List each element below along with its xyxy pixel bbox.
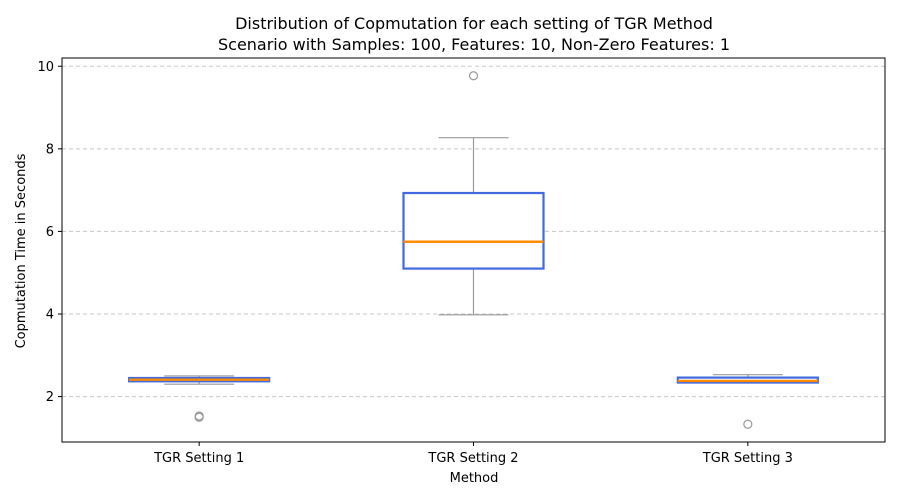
y-tick-label: 2 — [46, 390, 54, 405]
box-plot-2 — [402, 71, 545, 316]
x-axis-ticks: TGR Setting 1 TGR Setting 2 TGR Setting 3 — [153, 442, 793, 466]
y-axis-ticks: 2 4 6 8 10 — [37, 60, 62, 405]
y-tick-label: 8 — [46, 142, 54, 157]
y-tick-label: 6 — [46, 225, 54, 240]
y-tick-label: 10 — [37, 60, 54, 75]
box-plots — [128, 71, 819, 429]
x-tick-label: TGR Setting 1 — [153, 451, 244, 466]
y-axis-label: Copmutation Time in Seconds — [14, 153, 29, 348]
box-plot-3 — [676, 374, 819, 429]
x-tick-label: TGR Setting 3 — [702, 451, 793, 466]
x-tick-label: TGR Setting 2 — [427, 451, 518, 466]
box-plot-1 — [128, 375, 271, 422]
y-tick-label: 4 — [46, 308, 54, 323]
box-iqr — [402, 191, 545, 270]
chart-subtitle: Scenario with Samples: 100, Features: 10… — [218, 35, 730, 54]
outlier-point — [743, 419, 753, 429]
x-axis-label: Method — [450, 471, 499, 486]
chart-title: Distribution of Copmutation for each set… — [235, 14, 713, 33]
outlier-point — [194, 411, 204, 421]
outlier-point — [468, 71, 479, 81]
